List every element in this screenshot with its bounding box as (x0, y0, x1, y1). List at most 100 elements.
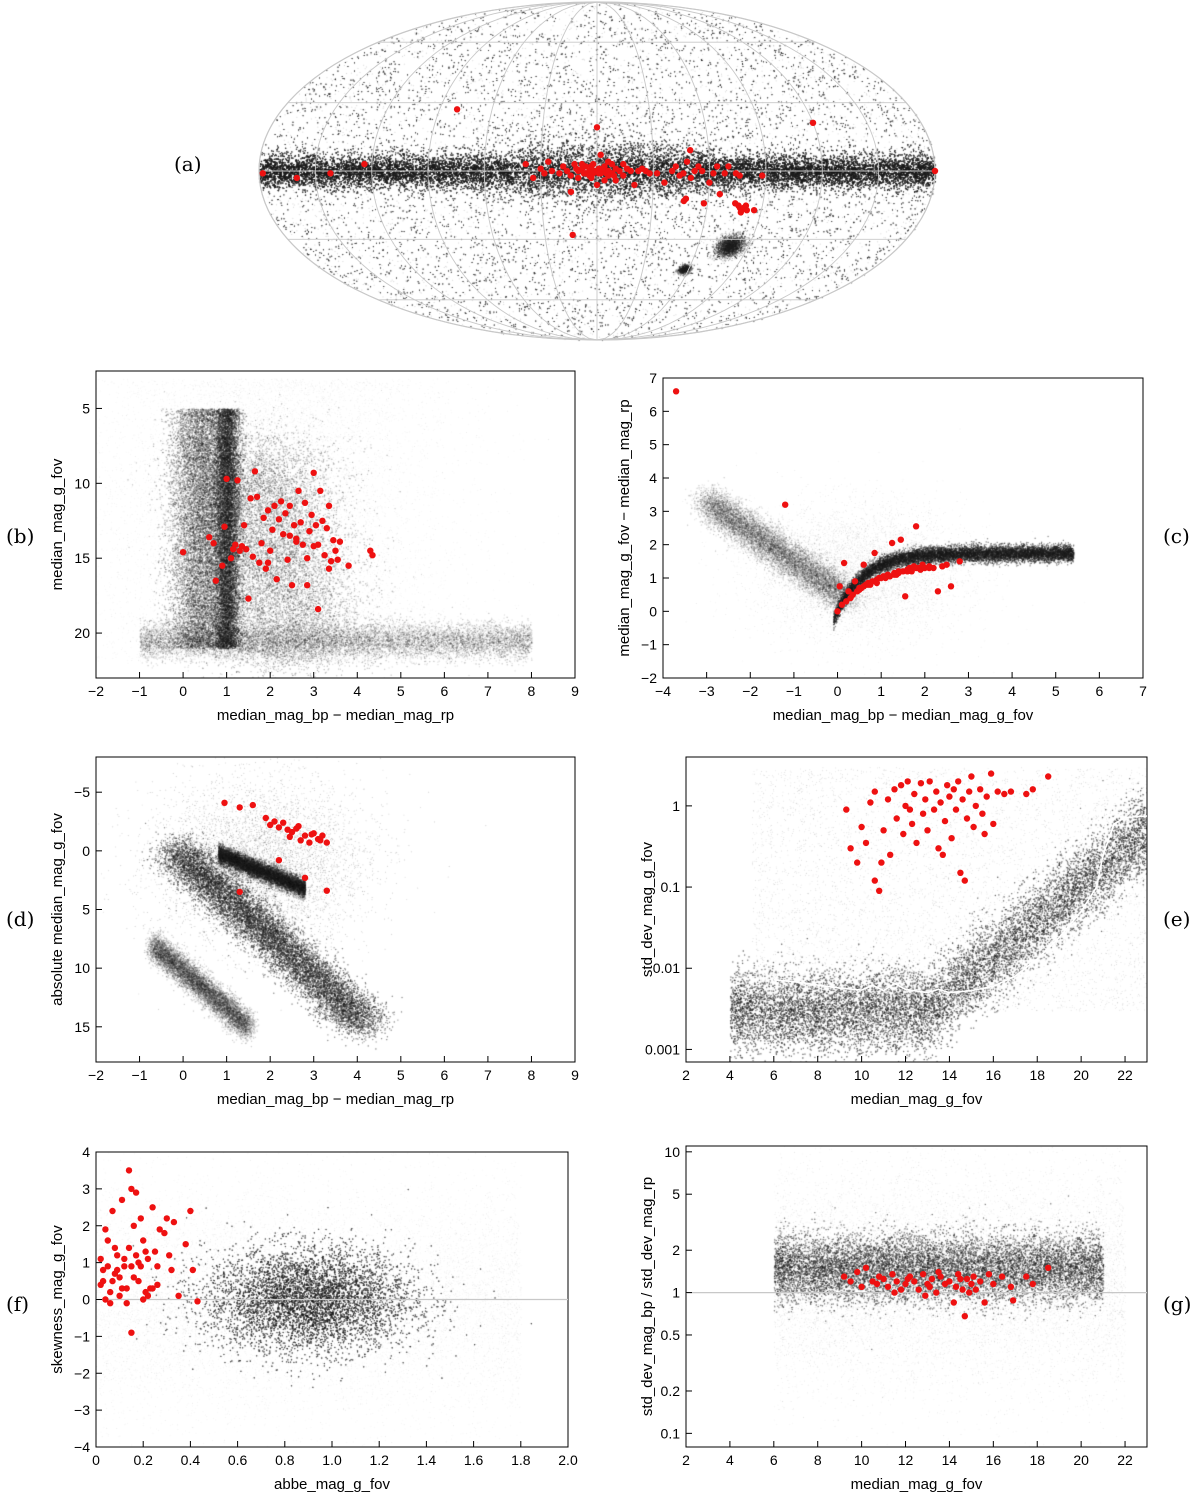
data-point (946, 793, 953, 800)
data-point (961, 1313, 968, 1320)
data-point (906, 806, 914, 813)
data-point (854, 1268, 861, 1276)
median-line (773, 815, 1148, 994)
data-point (970, 823, 977, 831)
y-tick-label: 2 (672, 1242, 680, 1258)
sky-point (601, 177, 608, 184)
data-point (135, 1259, 142, 1266)
data-point (308, 831, 315, 838)
data-point (851, 578, 859, 585)
data-point (284, 556, 291, 563)
y-tick-label: 10 (74, 475, 90, 491)
sky-point (605, 172, 612, 179)
data-point (267, 821, 274, 829)
data-point (128, 1263, 135, 1270)
data-point (924, 827, 931, 834)
y-tick-label: 5 (649, 437, 657, 453)
data-point (939, 851, 946, 858)
sky-point (736, 172, 743, 179)
x-tick-label: 9 (571, 1067, 579, 1083)
x-tick-label: 7 (484, 1067, 492, 1083)
sky-point (716, 190, 723, 198)
data-point (269, 526, 276, 533)
data-point (990, 820, 997, 828)
x-tick-label: 5 (397, 1067, 405, 1083)
sky-point (361, 160, 368, 168)
data-point (275, 824, 283, 831)
sky-point (590, 160, 597, 168)
data-point (994, 788, 1001, 795)
sky-point (616, 167, 623, 175)
y-tick-label: 2 (649, 537, 657, 553)
sky-point (575, 174, 582, 182)
x-tick-label: 2 (682, 1067, 690, 1083)
sky-point (931, 167, 939, 175)
sky-point (646, 170, 653, 177)
data-point (163, 1215, 170, 1222)
x-tick-label: 3 (310, 1067, 318, 1083)
data-point (262, 814, 269, 822)
x-axis-label: abbe_mag_g_fov (274, 1476, 390, 1493)
data-point (282, 510, 289, 517)
sky-point (560, 163, 567, 170)
data-point (128, 1329, 135, 1336)
x-tick-label: 2 (921, 683, 929, 699)
sky-point (545, 158, 552, 165)
data-point (271, 502, 278, 509)
data-point (116, 1274, 123, 1281)
x-tick-label: 18 (1029, 1452, 1045, 1468)
data-point (295, 487, 302, 494)
data-point (904, 1275, 911, 1283)
data-point (904, 778, 911, 785)
data-point (847, 1278, 854, 1285)
data-point (955, 1271, 962, 1278)
x-tick-label: 9 (571, 683, 579, 699)
x-tick-label: 0 (179, 683, 187, 699)
data-point (871, 788, 878, 795)
panel-label-e: (e) (1163, 907, 1191, 931)
plot-frame (685, 756, 1148, 1063)
data-point (955, 778, 962, 785)
data-point (981, 1299, 988, 1306)
data-point (884, 1283, 892, 1291)
data-point (267, 547, 274, 554)
data-point (963, 815, 971, 822)
x-tick-label: 2.0 (558, 1452, 578, 1468)
y-tick-label: 0 (649, 603, 657, 619)
data-point (168, 1266, 175, 1274)
data-point (911, 1278, 918, 1285)
x-tick-label: −2 (88, 1067, 104, 1083)
y-tick-label: 0.2 (661, 1383, 681, 1399)
data-point (998, 1273, 1006, 1280)
data-point (260, 514, 267, 521)
x-tick-label: 8 (814, 1452, 822, 1468)
data-point (985, 1271, 993, 1278)
data-point (864, 581, 872, 588)
data-point (109, 1277, 116, 1285)
sky-point (556, 170, 563, 177)
data-point (151, 1248, 159, 1255)
data-point (323, 839, 330, 846)
data-point (956, 558, 963, 565)
data-point (128, 1185, 135, 1193)
data-point (934, 588, 942, 595)
data-point (310, 469, 317, 476)
y-tick-label: −1 (74, 1328, 90, 1344)
data-point (937, 799, 944, 806)
x-tick-label: 7 (1139, 683, 1147, 699)
sky-point (627, 167, 634, 175)
data-point (301, 499, 309, 506)
sky-point (593, 124, 601, 131)
data-point (121, 1263, 128, 1270)
data-point (334, 556, 341, 563)
data-point (840, 1273, 848, 1280)
y-tick-label: 1 (672, 798, 680, 814)
data-point (275, 857, 283, 864)
data-point (935, 845, 942, 852)
data-point (251, 468, 259, 475)
data-point (888, 539, 896, 547)
data-point (170, 1218, 178, 1226)
data-point (321, 552, 328, 559)
x-tick-label: 6 (440, 1067, 448, 1083)
data-point (860, 561, 867, 568)
